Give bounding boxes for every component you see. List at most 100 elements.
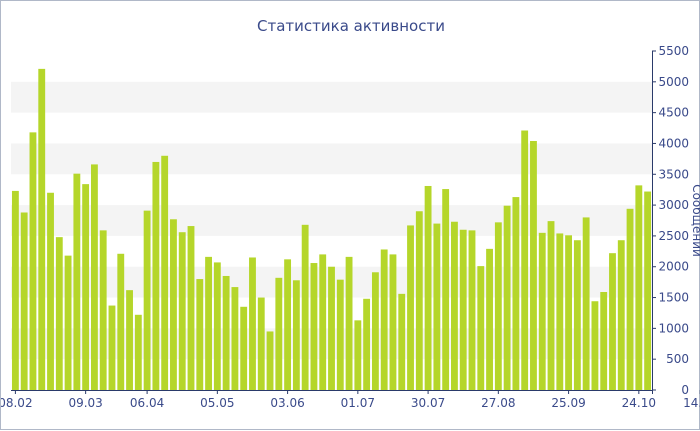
x-tick-label: 05.05: [200, 396, 234, 410]
bar: [240, 306, 248, 390]
y-axis-label: Сообщений: [690, 184, 700, 257]
bar: [38, 68, 46, 391]
bar: [521, 130, 529, 390]
bar: [644, 191, 652, 390]
y-tick-label: 1500: [658, 291, 689, 305]
bar: [275, 277, 283, 390]
bar: [196, 279, 204, 390]
bar: [310, 263, 318, 390]
bar: [90, 164, 98, 390]
bar: [363, 298, 371, 390]
bar: [398, 293, 406, 390]
bar: [11, 190, 19, 390]
x-tick-label: 27.08: [481, 396, 515, 410]
y-tick-label: 5500: [658, 44, 689, 58]
bar: [433, 223, 441, 390]
bar: [284, 259, 292, 390]
bar: [415, 211, 423, 390]
bar: [354, 320, 362, 390]
bar: [178, 232, 186, 390]
bar: [55, 237, 63, 390]
bar: [108, 305, 116, 390]
bar: [468, 230, 476, 390]
bar: [582, 217, 590, 390]
x-tick-label: 06.04: [130, 396, 164, 410]
y-tick-label: 3000: [658, 198, 689, 212]
bar: [389, 254, 397, 390]
x-tick-label: 01.07: [341, 396, 375, 410]
bar: [328, 266, 335, 390]
bar: [538, 232, 546, 390]
bar: [617, 240, 625, 390]
bar: [424, 185, 432, 390]
y-tick-label: 5000: [658, 75, 689, 89]
bar: [591, 301, 599, 390]
bar: [319, 254, 327, 390]
bar: [486, 248, 493, 390]
bar: [635, 185, 643, 390]
bar: [565, 235, 573, 390]
y-tick-label: 4500: [658, 106, 689, 120]
bar: [301, 224, 309, 390]
bar: [371, 272, 379, 390]
bar: [345, 256, 353, 390]
bar: [117, 253, 125, 390]
x-tick-label: 24.10: [622, 396, 656, 410]
y-tick-label: 4000: [658, 136, 689, 150]
bar: [99, 230, 107, 390]
grid-band: [11, 143, 652, 175]
bar: [257, 297, 265, 390]
x-tick-label: 03.06: [270, 396, 304, 410]
bar: [47, 192, 54, 390]
bars-group: [11, 68, 652, 391]
bar: [152, 161, 160, 390]
grid-band: [11, 205, 652, 236]
bar: [442, 189, 450, 390]
bar: [573, 240, 581, 390]
bar: [477, 266, 485, 390]
bar: [609, 253, 616, 390]
bar: [626, 208, 634, 390]
bar: [249, 257, 256, 390]
bar: [530, 140, 537, 390]
bar: [556, 233, 564, 390]
bar: [213, 262, 221, 390]
y-tick-label: 3500: [658, 167, 689, 181]
bar: [336, 279, 344, 390]
bar: [503, 205, 511, 390]
bar: [266, 331, 274, 390]
y-tick-label: 0: [681, 383, 689, 397]
x-tick-label: 30.07: [411, 396, 445, 410]
x-tick-label: 14.11: [683, 396, 700, 410]
bar: [161, 155, 169, 390]
bar: [231, 287, 239, 390]
bar: [222, 275, 230, 390]
y-tick-label: 500: [666, 352, 689, 366]
bar: [459, 229, 467, 390]
bar: [187, 226, 195, 390]
bar: [126, 290, 133, 390]
bar: [380, 249, 388, 390]
bar: [29, 132, 37, 391]
grid-band: [11, 81, 652, 113]
y-tick-label: 2000: [658, 260, 689, 274]
bar: [64, 255, 72, 390]
y-tick-label: 2500: [658, 229, 689, 243]
bar: [134, 314, 142, 390]
bar: [170, 219, 177, 390]
bar: [292, 280, 300, 390]
bar: [143, 210, 151, 390]
bar: [547, 221, 555, 390]
x-tick-label: 09.03: [68, 396, 102, 410]
bar: [82, 184, 90, 390]
bar: [205, 256, 212, 390]
bar: [512, 197, 520, 390]
bar: [451, 221, 458, 390]
bar: [600, 292, 608, 390]
x-tick-label: 08.02: [1, 396, 33, 410]
bar: [494, 222, 502, 390]
x-axis-ticks: 08.02 09.03 06.04 05.05 03.06 01.07 30.07 27.08…: [1, 390, 700, 410]
y-axis-ticks: 0 500 1000 1500 2000 2500 3000 3500 4000 4500 5000…: [652, 44, 689, 397]
